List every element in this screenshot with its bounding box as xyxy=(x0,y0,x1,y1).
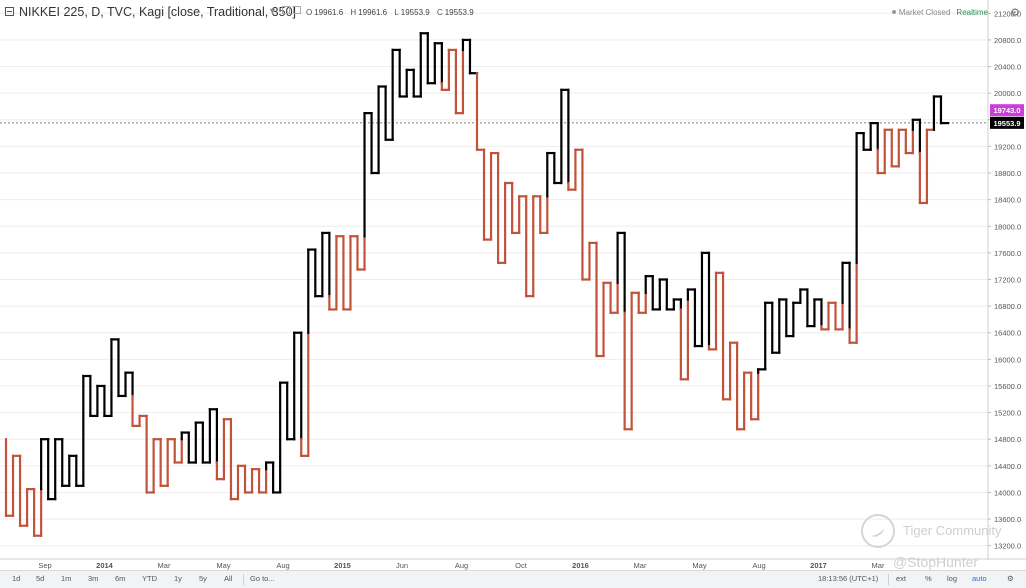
y-tick-label: 18800.0 xyxy=(994,169,1021,178)
gear-icon[interactable]: ⚙ xyxy=(1010,7,1020,19)
x-tick-label: May xyxy=(216,561,230,570)
y-tick-label: 21200.0 xyxy=(994,9,1021,18)
y-tick-label: 13600.0 xyxy=(994,515,1021,524)
status-dot-icon xyxy=(891,10,896,14)
log-scale-toggle[interactable]: log xyxy=(947,574,958,583)
symbol-title[interactable]: NIKKEI 225, D, TVC, Kagi [close, Traditi… xyxy=(19,5,296,19)
x-tick-label: 2014 xyxy=(96,561,114,570)
y-tick-label: 18400.0 xyxy=(994,196,1021,205)
toolbar-divider xyxy=(888,574,889,585)
y-tick-label: 18000.0 xyxy=(994,222,1021,231)
percent-scale-toggle[interactable]: % xyxy=(925,574,932,583)
x-tick-label: Aug xyxy=(276,561,289,570)
price-axis[interactable]: 13200.0 13600.0 14000.0 14400.0 14800.0 15200… xyxy=(988,9,1021,551)
x-tick-label: May xyxy=(692,561,706,570)
ohlc-key: H xyxy=(350,8,357,17)
bottom-toolbar: 1d 5d 1m 3m 6m YTD 1y 5y All Go to... 18… xyxy=(0,570,1026,588)
collapse-legend-icon[interactable] xyxy=(5,7,14,16)
range-button-5d[interactable]: 5d xyxy=(36,574,45,583)
watermark-author: @StopHunter xyxy=(893,554,979,570)
y-tick-label: 16800.0 xyxy=(994,302,1021,311)
y-tick-label: 17200.0 xyxy=(994,276,1021,285)
y-tick-label: 14800.0 xyxy=(994,435,1021,444)
y-tick-label: 16400.0 xyxy=(994,329,1021,338)
clock-display: 18:13:56 (UTC+1) xyxy=(818,574,879,583)
x-tick-label: 2016 xyxy=(572,561,589,570)
chart-header: NIKKEI 225, D, TVC, Kagi [close, Traditi… xyxy=(0,0,1026,26)
last-price-tag xyxy=(990,116,1024,129)
settings-toggle-icon[interactable] xyxy=(293,6,301,14)
x-tick-label: Oct xyxy=(515,561,528,570)
range-button-1m[interactable]: 1m xyxy=(61,574,72,583)
range-button-all[interactable]: All xyxy=(224,574,233,583)
y-tick-label: 19200.0 xyxy=(994,142,1021,151)
ohlc-key: O xyxy=(306,8,313,17)
go-to-date-button[interactable]: Go to... xyxy=(250,574,275,583)
ohlc-value: 19961.6 xyxy=(314,8,344,17)
y-tick-label: 16000.0 xyxy=(994,355,1021,364)
last-price-label: 19553.9 xyxy=(993,119,1020,128)
price-labels: 19743.0 19553.9 xyxy=(990,104,1024,129)
x-tick-label: Mar xyxy=(158,561,171,570)
alert-price-tag xyxy=(990,104,1024,117)
x-tick-label: Mar xyxy=(634,561,647,570)
ohlc-key: C xyxy=(436,8,443,17)
watermark-community: Tiger Community xyxy=(903,523,1002,538)
x-tick-label: 2017 xyxy=(810,561,827,570)
x-tick-label: Sep xyxy=(38,561,51,570)
range-button-1y[interactable]: 1y xyxy=(174,574,182,583)
y-tick-label: 14000.0 xyxy=(994,488,1021,497)
x-tick-label: Aug xyxy=(455,561,468,570)
ohlc-key: L xyxy=(394,8,399,17)
time-axis[interactable]: Sep 2014 Mar May Aug 2015 Jun Aug Oct 2016 Mar May A… xyxy=(38,561,885,570)
y-tick-label: 15600.0 xyxy=(994,382,1021,391)
market-status-text: Market Closed xyxy=(898,8,951,17)
range-button-3m[interactable]: 3m xyxy=(88,574,99,583)
grid-lines xyxy=(0,12,988,547)
y-tick-label: 20800.0 xyxy=(994,36,1021,45)
realtime-label: Realtime xyxy=(956,8,988,17)
ohlc-value: 19553.9 xyxy=(444,8,474,17)
range-button-1d[interactable]: 1d xyxy=(12,574,21,583)
gear-icon[interactable]: ⚙ xyxy=(1007,574,1014,583)
market-status: Market Closed Realtime xyxy=(891,8,988,17)
range-button-ytd[interactable]: YTD xyxy=(142,574,157,583)
ohlc-values: O 19961.6 H 19961.6 L 19553.9 C 19553.9 xyxy=(306,8,479,17)
x-tick-label: Mar xyxy=(872,561,885,570)
chevron-down-icon[interactable]: ▼ xyxy=(268,6,277,16)
x-tick-label: Jun xyxy=(396,561,408,570)
extended-hours-toggle[interactable]: ext xyxy=(896,574,907,583)
y-tick-label: 20400.0 xyxy=(994,63,1021,72)
x-tick-label: 2015 xyxy=(334,561,351,570)
y-tick-label: 15200.0 xyxy=(994,409,1021,418)
toolbar-divider xyxy=(243,574,244,585)
auto-scale-toggle[interactable]: auto xyxy=(972,574,987,583)
ohlc-value: 19961.6 xyxy=(358,8,388,17)
y-tick-label: 20000.0 xyxy=(994,89,1021,98)
kagi-series[interactable] xyxy=(4,32,950,537)
eye-toggle-icon[interactable] xyxy=(282,6,290,14)
x-tick-label: Aug xyxy=(752,561,765,570)
y-tick-label: 13200.0 xyxy=(994,542,1021,551)
ohlc-value: 19553.9 xyxy=(400,8,430,17)
alert-price-label: 19743.0 xyxy=(993,106,1020,115)
range-button-6m[interactable]: 6m xyxy=(115,574,126,583)
y-tick-label: 14400.0 xyxy=(994,462,1021,471)
y-tick-label: 17600.0 xyxy=(994,249,1021,258)
tiger-logo-icon xyxy=(861,514,895,548)
kagi-chart[interactable]: 13200.0 13600.0 14000.0 14400.0 14800.0 15200… xyxy=(0,0,1026,570)
range-button-5y[interactable]: 5y xyxy=(199,574,207,583)
